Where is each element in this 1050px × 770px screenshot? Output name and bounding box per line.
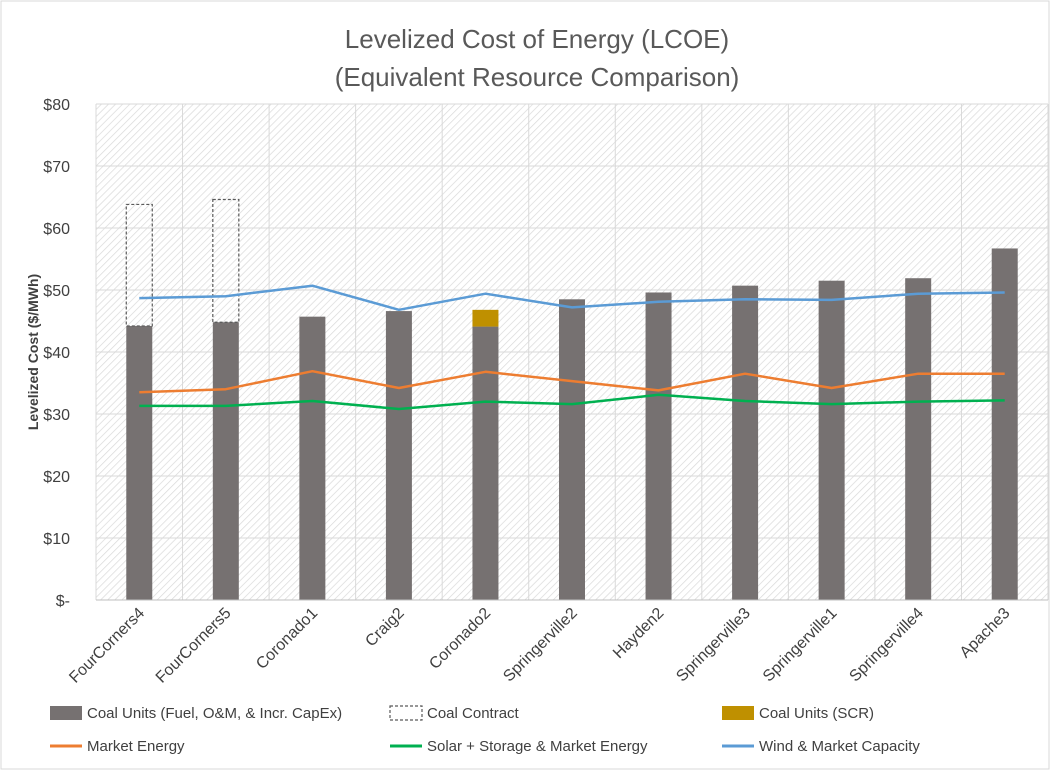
bar-coal-contract-fourcorners5 bbox=[212, 198, 240, 323]
line-series-wind-market-capacity bbox=[139, 284, 1005, 312]
bar-coal-units-fuel-o-m-incr-capex-hayden2 bbox=[645, 292, 672, 600]
legend-label: Coal Contract bbox=[427, 705, 520, 722]
bar-coal-units-fuel-o-m-incr-capex-fourcorners4 bbox=[126, 325, 153, 600]
bar-coal-units-fuel-o-m-incr-capex-springerville2 bbox=[559, 299, 585, 600]
bar-series-coal-contract bbox=[125, 198, 240, 327]
bar-series-coal-units-scr bbox=[472, 309, 499, 327]
legend-item-coal-contract: Coal Contract bbox=[389, 705, 520, 722]
y-axis: $- $10 $20 $30 $40 $50 $60 $70 $80 bbox=[43, 97, 70, 610]
bar-coal-units-scr-coronado2 bbox=[472, 309, 499, 327]
line-series-solar-storage-market-energy bbox=[139, 393, 1005, 411]
bar-coal-units-fuel-o-m-incr-capex-springerville1 bbox=[818, 280, 845, 600]
y-tick-label: $80 bbox=[43, 97, 70, 114]
bar-coal-contract-fourcorners4 bbox=[125, 203, 153, 327]
y-tick-label: $40 bbox=[43, 345, 70, 362]
y-tick-label: $50 bbox=[43, 283, 70, 300]
legend-swatch bbox=[389, 705, 423, 721]
bar-coal-units-fuel-o-m-incr-capex-springerville3 bbox=[732, 285, 759, 600]
legend-swatch bbox=[722, 706, 754, 720]
chart-subtitle: (Equivalent Resource Comparison) bbox=[335, 62, 740, 92]
y-tick-label: $60 bbox=[43, 221, 70, 238]
legend-item-coal-units-fuel-o-m-incr-capex: Coal Units (Fuel, O&M, & Incr. CapEx) bbox=[50, 705, 342, 722]
legend-label: Coal Units (Fuel, O&M, & Incr. CapEx) bbox=[87, 705, 342, 722]
legend-swatch bbox=[50, 706, 82, 720]
y-tick-label: $30 bbox=[43, 407, 70, 424]
legend-label: Coal Units (SCR) bbox=[759, 705, 874, 722]
bar-series-coal-units-fuel-o-m-incr-capex bbox=[126, 248, 1018, 600]
line-series bbox=[139, 284, 1005, 411]
y-axis-title: Levelized Cost ($/MWh) bbox=[25, 274, 41, 430]
gridlines bbox=[95, 103, 1049, 601]
y-tick-label: $70 bbox=[43, 159, 70, 176]
legend-item-coal-units-scr: Coal Units (SCR) bbox=[722, 705, 874, 722]
legend-label: Wind & Market Capacity bbox=[759, 738, 920, 755]
bar-coal-units-fuel-o-m-incr-capex-coronado2 bbox=[472, 326, 499, 600]
bar-coal-units-fuel-o-m-incr-capex-springerville4 bbox=[905, 278, 932, 600]
legend-item-solar-storage-market-energy: Solar + Storage & Market Energy bbox=[390, 738, 648, 755]
y-tick-label: $- bbox=[56, 593, 70, 610]
legend-label: Market Energy bbox=[87, 738, 185, 755]
bar-coal-units-fuel-o-m-incr-capex-apache3 bbox=[991, 248, 1018, 600]
legend-item-market-energy: Market Energy bbox=[50, 738, 185, 755]
bars bbox=[125, 198, 1018, 600]
line-series-market-energy bbox=[139, 369, 1005, 394]
legend-label: Solar + Storage & Market Energy bbox=[427, 738, 648, 755]
bar-coal-units-fuel-o-m-incr-capex-coronado1 bbox=[299, 316, 326, 600]
y-tick-label: $10 bbox=[43, 531, 70, 548]
bar-coal-units-fuel-o-m-incr-capex-fourcorners5 bbox=[212, 322, 239, 600]
y-tick-label: $20 bbox=[43, 469, 70, 486]
legend: Coal Units (Fuel, O&M, & Incr. CapEx) Coa… bbox=[50, 705, 920, 755]
bar-coal-units-fuel-o-m-incr-capex-craig2 bbox=[385, 311, 412, 600]
chart-title: Levelized Cost of Energy (LCOE) bbox=[345, 24, 729, 54]
legend-item-wind-market-capacity: Wind & Market Capacity bbox=[722, 738, 920, 755]
